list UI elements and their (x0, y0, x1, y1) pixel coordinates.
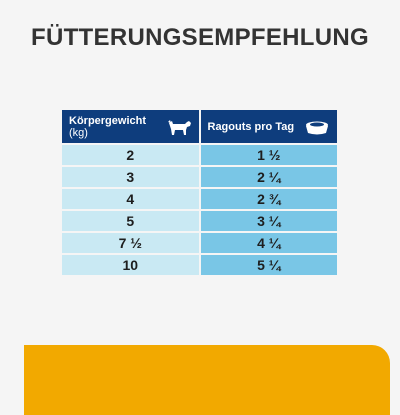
header-weight-label: Körpergewicht (kg) (69, 115, 166, 139)
header-weight: Körpergewicht (kg) (62, 110, 199, 143)
dog-icon (166, 117, 192, 137)
weight-cell: 5 (62, 211, 199, 231)
portions-cell: 2 ¾ (200, 189, 337, 209)
header-weight-unit: (kg) (69, 126, 88, 139)
portions-cell: 3 ¼ (200, 211, 337, 231)
table-row: 10 5 ¼ (62, 255, 337, 275)
weight-cell: 3 (62, 167, 199, 187)
weight-cell: 2 (62, 145, 199, 165)
header-portions-label: Ragouts pro Tag (207, 120, 295, 133)
header-portions: Ragouts pro Tag (200, 110, 337, 143)
weight-cell: 7 ½ (62, 233, 199, 253)
weight-cell: 4 (62, 189, 199, 209)
table-header: Körpergewicht (kg) Ragouts pro Tag (62, 110, 337, 143)
accent-bar (24, 345, 390, 415)
portions-cell: 2 ¼ (200, 167, 337, 187)
header-weight-text: Körpergewicht (69, 114, 147, 127)
bowl-icon (304, 117, 330, 137)
weight-cell: 10 (62, 255, 199, 275)
portions-cell: 5 ¼ (200, 255, 337, 275)
page-title: FÜTTERUNGSEMPFEHLUNG (31, 24, 369, 51)
portions-cell: 1 ½ (200, 145, 337, 165)
portions-cell: 4 ¼ (200, 233, 337, 253)
